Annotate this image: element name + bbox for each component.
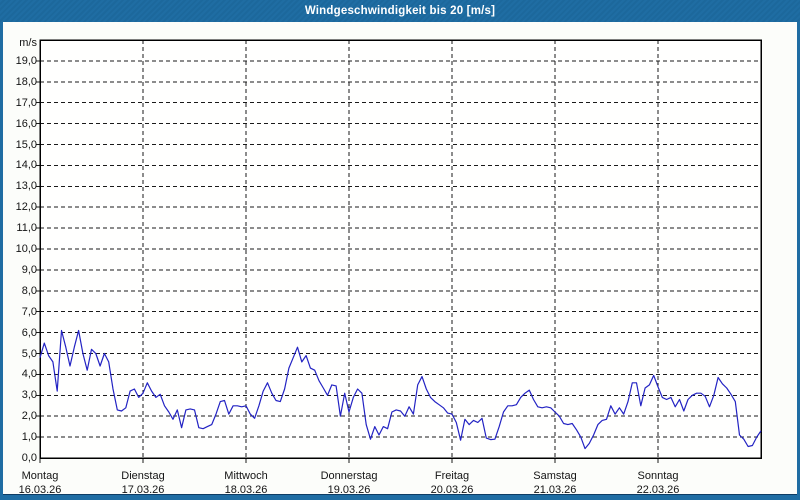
y-axis-tick-label: 19,0 <box>15 54 37 67</box>
y-axis-tick-label: 1,0 <box>21 431 37 444</box>
x-axis-day-label: Donnerstag 19.03.26 <box>294 470 404 497</box>
day-date-label: 16.03.26 <box>18 483 62 496</box>
day-date-label: 21.03.26 <box>533 483 577 496</box>
day-name-label: Samstag <box>533 470 577 482</box>
day-name-label: Mittwoch <box>224 470 268 482</box>
plot-border <box>39 39 762 459</box>
day-date-label: 19.03.26 <box>327 483 371 496</box>
title-bar[interactable]: Windgeschwindigkeit bis 20 [m/s] <box>0 0 800 22</box>
y-axis-tick-label: 9,0 <box>21 263 37 276</box>
y-axis-tick-label: 15,0 <box>15 138 37 151</box>
y-axis-tick-label: 13,0 <box>15 180 37 193</box>
y-axis-tick-label: 11,0 <box>16 222 37 235</box>
day-name-label: Donnerstag <box>320 470 378 482</box>
y-axis-tick-label: 18,0 <box>15 75 37 88</box>
y-axis-tick-label: 2,0 <box>21 410 37 423</box>
y-axis-tick-label: 10,0 <box>15 243 37 255</box>
gridlines <box>36 40 761 463</box>
day-name-label: Sonntag <box>637 470 679 482</box>
x-axis-day-label: Freitag 20.03.26 <box>397 470 507 497</box>
y-axis-tick-label: 14,0 <box>15 159 37 172</box>
day-name-label: Montag <box>21 470 59 482</box>
day-date-label: 20.03.26 <box>430 483 474 496</box>
y-axis-tick-label: 16,0 <box>15 117 37 130</box>
x-axis-day-label: Dienstag 17.03.26 <box>88 470 198 497</box>
y-axis-unit-label: m/s <box>19 37 37 49</box>
day-name-label: Dienstag <box>121 470 165 482</box>
window-title: Windgeschwindigkeit bis 20 [m/s] <box>304 5 496 17</box>
y-axis-tick-label: 5,0 <box>21 347 37 360</box>
x-axis-day-label: Samstag 21.03.26 <box>500 470 610 497</box>
x-axis-day-label: Sonntag 22.03.26 <box>603 470 713 497</box>
x-axis-day-label: Mittwoch 18.03.26 <box>191 470 301 497</box>
y-axis-tick-label: 8,0 <box>21 284 37 297</box>
chart-area: m/s 0,0 1,0 2,0 3,0 4,0 5,0 6,0 7,0 8,0 9,0 10,0 11… <box>0 22 797 497</box>
y-axis-tick-label: 7,0 <box>21 305 37 318</box>
day-date-label: 17.03.26 <box>121 483 165 496</box>
y-axis-tick-label: 4,0 <box>21 368 37 381</box>
day-date-label: 18.03.26 <box>224 483 268 496</box>
x-axis-day-label: Montag 16.03.26 <box>0 470 95 497</box>
y-axis-tick-label: 12,0 <box>15 201 37 214</box>
y-axis-tick-label: 6,0 <box>21 326 37 339</box>
y-axis-tick-label: 17,0 <box>15 96 37 109</box>
wind-speed-chart <box>36 39 762 463</box>
day-name-label: Freitag <box>434 470 470 482</box>
y-axis-tick-label: 3,0 <box>21 389 37 402</box>
y-axis-tick-label: 0,0 <box>21 452 37 464</box>
wind-speed-line <box>39 329 762 450</box>
day-date-label: 22.03.26 <box>636 483 680 496</box>
